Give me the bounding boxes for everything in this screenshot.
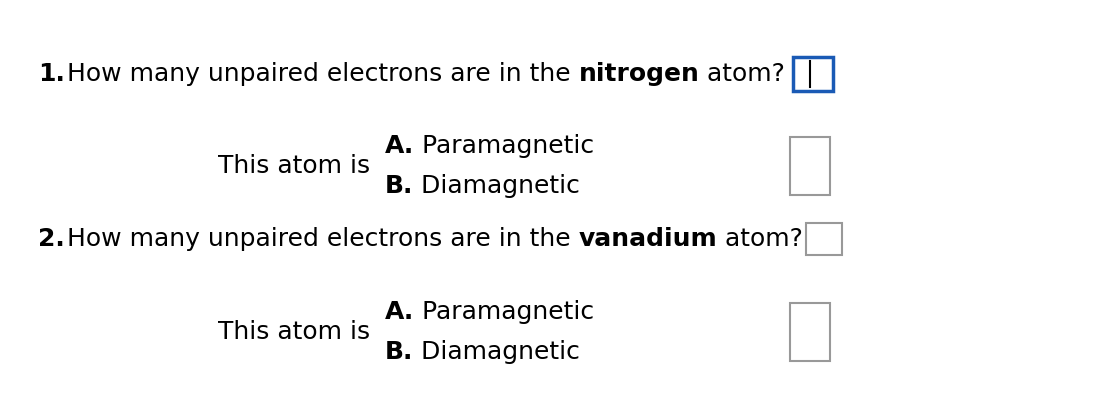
Text: How many unpaired electrons are in the: How many unpaired electrons are in the	[67, 62, 579, 86]
Text: This atom is: This atom is	[217, 154, 370, 178]
Text: atom?: atom?	[699, 62, 785, 86]
FancyBboxPatch shape	[789, 137, 830, 195]
Text: nitrogen: nitrogen	[579, 62, 699, 86]
FancyBboxPatch shape	[793, 57, 833, 91]
FancyBboxPatch shape	[806, 223, 842, 255]
Text: Diamagnetic: Diamagnetic	[413, 174, 580, 198]
Text: Paramagnetic: Paramagnetic	[414, 300, 594, 324]
Text: A.: A.	[385, 300, 414, 324]
Text: How many unpaired electrons are in the: How many unpaired electrons are in the	[67, 227, 579, 251]
Text: B.: B.	[385, 340, 413, 364]
Text: This atom is: This atom is	[0, 154, 153, 178]
Text: B.: B.	[385, 174, 413, 198]
Text: 2.: 2.	[38, 227, 65, 251]
Text: This atom is: This atom is	[217, 320, 370, 344]
Text: Paramagnetic: Paramagnetic	[414, 134, 594, 158]
Text: Diamagnetic: Diamagnetic	[413, 340, 580, 364]
Text: A.: A.	[385, 134, 414, 158]
Text: 1.: 1.	[38, 62, 65, 86]
Text: atom?: atom?	[717, 227, 803, 251]
Text: vanadium: vanadium	[579, 227, 717, 251]
Text: This atom is: This atom is	[0, 320, 153, 344]
FancyBboxPatch shape	[789, 303, 830, 361]
